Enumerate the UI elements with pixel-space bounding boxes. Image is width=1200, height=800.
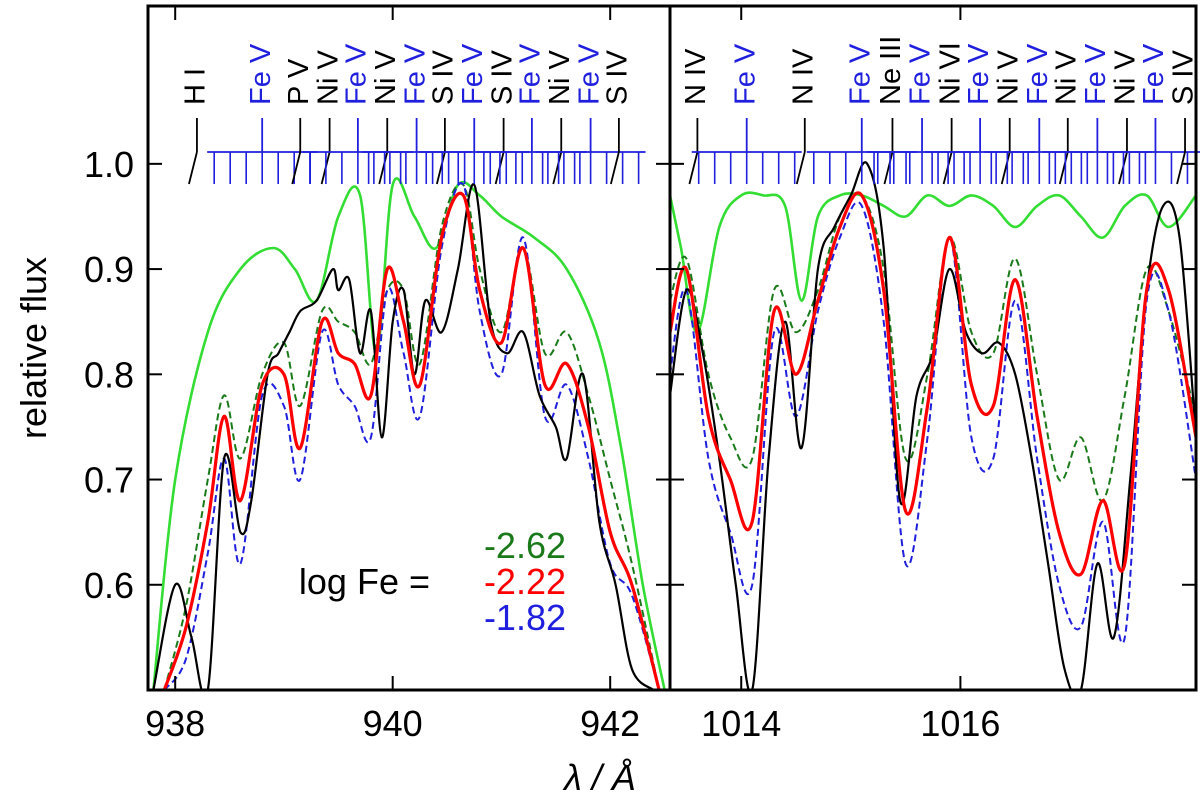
ion-label: N IV [787, 48, 819, 105]
ion-label: Ni V [1050, 50, 1082, 105]
legend: log Fe = -2.62-2.22-1.82 [299, 525, 566, 638]
series-model-logfe-1-82 [670, 201, 1196, 644]
series-model-logfe-2-22 [162, 191, 661, 690]
y-tick-label: 0.9 [84, 249, 134, 290]
ion-marker-tick [188, 151, 198, 185]
series-observation [670, 161, 1196, 690]
ion-label: Ni V [544, 50, 576, 105]
ion-label: Ni V [1110, 50, 1142, 105]
x-tick-label: 942 [580, 703, 640, 744]
ion-label: S IV [1168, 50, 1200, 105]
ion-marker-tick [795, 151, 806, 185]
x-axis-title: λ / Å [562, 757, 636, 798]
ion-marker-tick [883, 151, 894, 185]
x-tick-label: 1016 [920, 703, 1000, 744]
ion-label: Fe V [341, 43, 373, 105]
series-model-without-fe [152, 177, 666, 690]
ion-label: Fe V [245, 43, 277, 105]
ion-marker-tick [610, 151, 620, 185]
ion-label: Fe V [729, 43, 761, 105]
ion-label: S IV [428, 50, 460, 105]
ion-label: Fe V [1138, 43, 1170, 105]
ion-label: Fe V [1080, 43, 1112, 105]
y-tick-label: 1.0 [84, 144, 134, 185]
ion-label: Fe V [844, 43, 876, 105]
ion-marker-tick [436, 151, 446, 185]
legend-entry: -1.82 [484, 597, 566, 638]
ion-label: Ni V [992, 50, 1024, 105]
x-tick-label: 938 [145, 703, 205, 744]
ion-label: N IV [680, 48, 712, 105]
ion-label: Fe V [573, 43, 605, 105]
series-model-logfe-2-22 [670, 191, 1196, 577]
ion-label: Fe V [1022, 43, 1054, 105]
series-model-logfe-2-62 [670, 191, 1196, 502]
ion-label: S IV [486, 50, 518, 105]
y-tick-label: 0.8 [84, 354, 134, 395]
ion-marker-tick [1058, 151, 1069, 185]
ion-marker-tick [378, 151, 389, 185]
ion-label: Fe V [515, 43, 547, 105]
legend-entry: -2.62 [484, 525, 566, 566]
ion-label: Fe V [905, 43, 937, 105]
y-axis-title: relative flux [13, 257, 54, 439]
y-tick-label: 0.6 [84, 565, 134, 606]
y-tick-label: 0.7 [84, 460, 134, 501]
series-model-logfe-1-82 [163, 182, 661, 690]
legend-label: log Fe = [299, 561, 430, 602]
ion-label: Fe V [399, 43, 431, 105]
ion-label: P V [283, 58, 315, 105]
ion-label: Fe V [457, 43, 489, 105]
panel-frame [668, 4, 1198, 692]
series-model-without-fe [670, 191, 1196, 334]
ion-marker-tick [291, 151, 302, 185]
ion-marker-tick [1176, 151, 1186, 185]
ion-label: H I [180, 68, 212, 105]
series-observation [152, 183, 655, 690]
series-model-logfe-2-62 [163, 182, 661, 690]
x-tick-label: 1014 [701, 703, 781, 744]
ion-label: Fe V [963, 43, 995, 105]
ion-marker-tick [1000, 151, 1011, 185]
ion-label: Ni V [312, 50, 344, 105]
ion-marker-tick [552, 151, 563, 185]
ion-label: S IV [602, 50, 634, 105]
ion-label: Ne III [875, 36, 907, 105]
ion-label: Ni VI [934, 42, 966, 105]
ion-marker-tick [688, 151, 699, 185]
ion-label: Ni V [370, 50, 402, 105]
x-tick-label: 940 [363, 703, 423, 744]
legend-entry: -2.22 [484, 561, 566, 602]
